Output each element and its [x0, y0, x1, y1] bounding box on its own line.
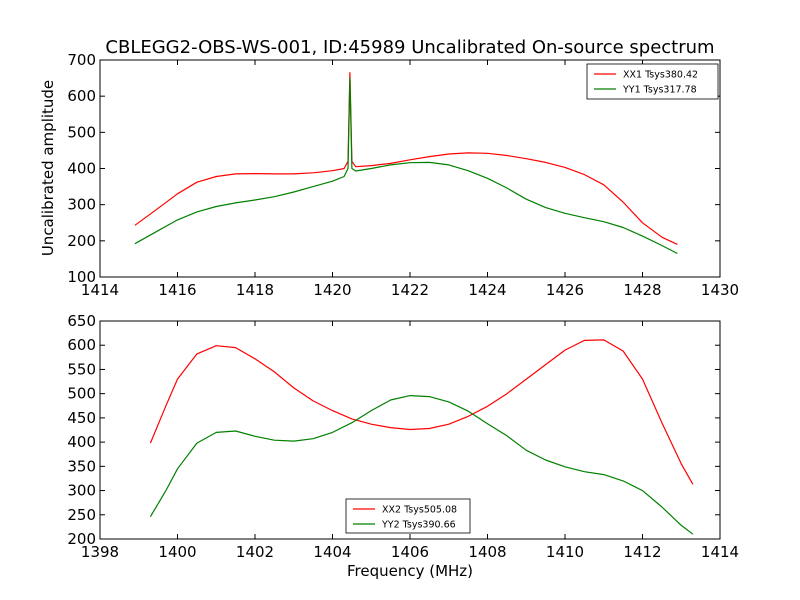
- figure-title: CBLEGG2-OBS-WS-001, ID:45989 Uncalibrate…: [105, 37, 714, 58]
- y-tick-label: 350: [67, 457, 96, 475]
- x-tick-label: 1414: [701, 543, 739, 561]
- x-tick-label: 1406: [391, 543, 429, 561]
- series-line-xx: [134, 72, 678, 245]
- y-tick-label: 200: [67, 530, 96, 548]
- legend-box: [345, 498, 471, 534]
- x-tick-label: 1402: [236, 543, 274, 561]
- x-tick-label: 1398: [81, 543, 119, 561]
- x-tick-label: 1414: [81, 281, 119, 299]
- y-tick-label: 300: [67, 482, 96, 500]
- y-tick-label: 600: [67, 87, 96, 105]
- series-line-yy: [149, 395, 694, 535]
- x-tick-label: 1428: [623, 281, 661, 299]
- y-tick-label: 500: [67, 385, 96, 403]
- x-tick-label: 1418: [236, 281, 274, 299]
- x-tick-label: 1420: [313, 281, 351, 299]
- y-tick-label: 700: [67, 51, 96, 69]
- series-line-yy: [134, 77, 678, 255]
- bottom-spectrum-chart: 1398 1400 1402 1404 1406 1408 1410 1412 1414 200 2…: [67, 312, 739, 580]
- x-tick-label: 1422: [391, 281, 429, 299]
- x-axis-label: Frequency (MHz): [347, 562, 473, 580]
- legend-label: YY1 Tsys317.78: [622, 85, 697, 96]
- y-tick-label: 200: [67, 232, 96, 250]
- x-tick-label: 1416: [158, 281, 196, 299]
- top-spectrum-chart: 1414 1416 1418 1420 1422 1424 1426 1428 1430 100 2…: [39, 51, 739, 299]
- x-tick-label: 1426: [546, 281, 584, 299]
- y-tick-label: 100: [67, 268, 96, 286]
- y-tick-label: 400: [67, 160, 96, 178]
- legend-box: [586, 63, 719, 100]
- x-tick-label: 1424: [468, 281, 506, 299]
- y-tick-label: 550: [67, 360, 96, 378]
- x-tick-label: 1400: [158, 543, 196, 561]
- legend-label: XX2 Tsys505.08: [382, 505, 457, 516]
- y-tick-label: 600: [67, 336, 96, 354]
- x-tick-label: 1404: [313, 543, 351, 561]
- legend: XX2 Tsys505.08 YY2 Tsys390.66: [345, 498, 471, 534]
- x-tick-label: 1408: [468, 543, 506, 561]
- series-line-xx: [149, 339, 694, 485]
- y-tick-label: 400: [67, 433, 96, 451]
- y-tick-label: 650: [67, 312, 96, 330]
- y-tick-label: 450: [67, 409, 96, 427]
- y-axis-label: Uncalibrated amplitude: [39, 80, 57, 256]
- legend: XX1 Tsys380.42 YY1 Tsys317.78: [586, 63, 719, 100]
- x-tick-label: 1412: [623, 543, 661, 561]
- y-tick-label: 300: [67, 196, 96, 214]
- legend-label: YY2 Tsys390.66: [381, 520, 456, 531]
- x-tick-label: 1410: [546, 543, 584, 561]
- x-tick-label: 1430: [701, 281, 739, 299]
- y-tick-label: 250: [67, 506, 96, 524]
- legend-label: XX1 Tsys380.42: [623, 70, 698, 81]
- y-tick-label: 500: [67, 123, 96, 141]
